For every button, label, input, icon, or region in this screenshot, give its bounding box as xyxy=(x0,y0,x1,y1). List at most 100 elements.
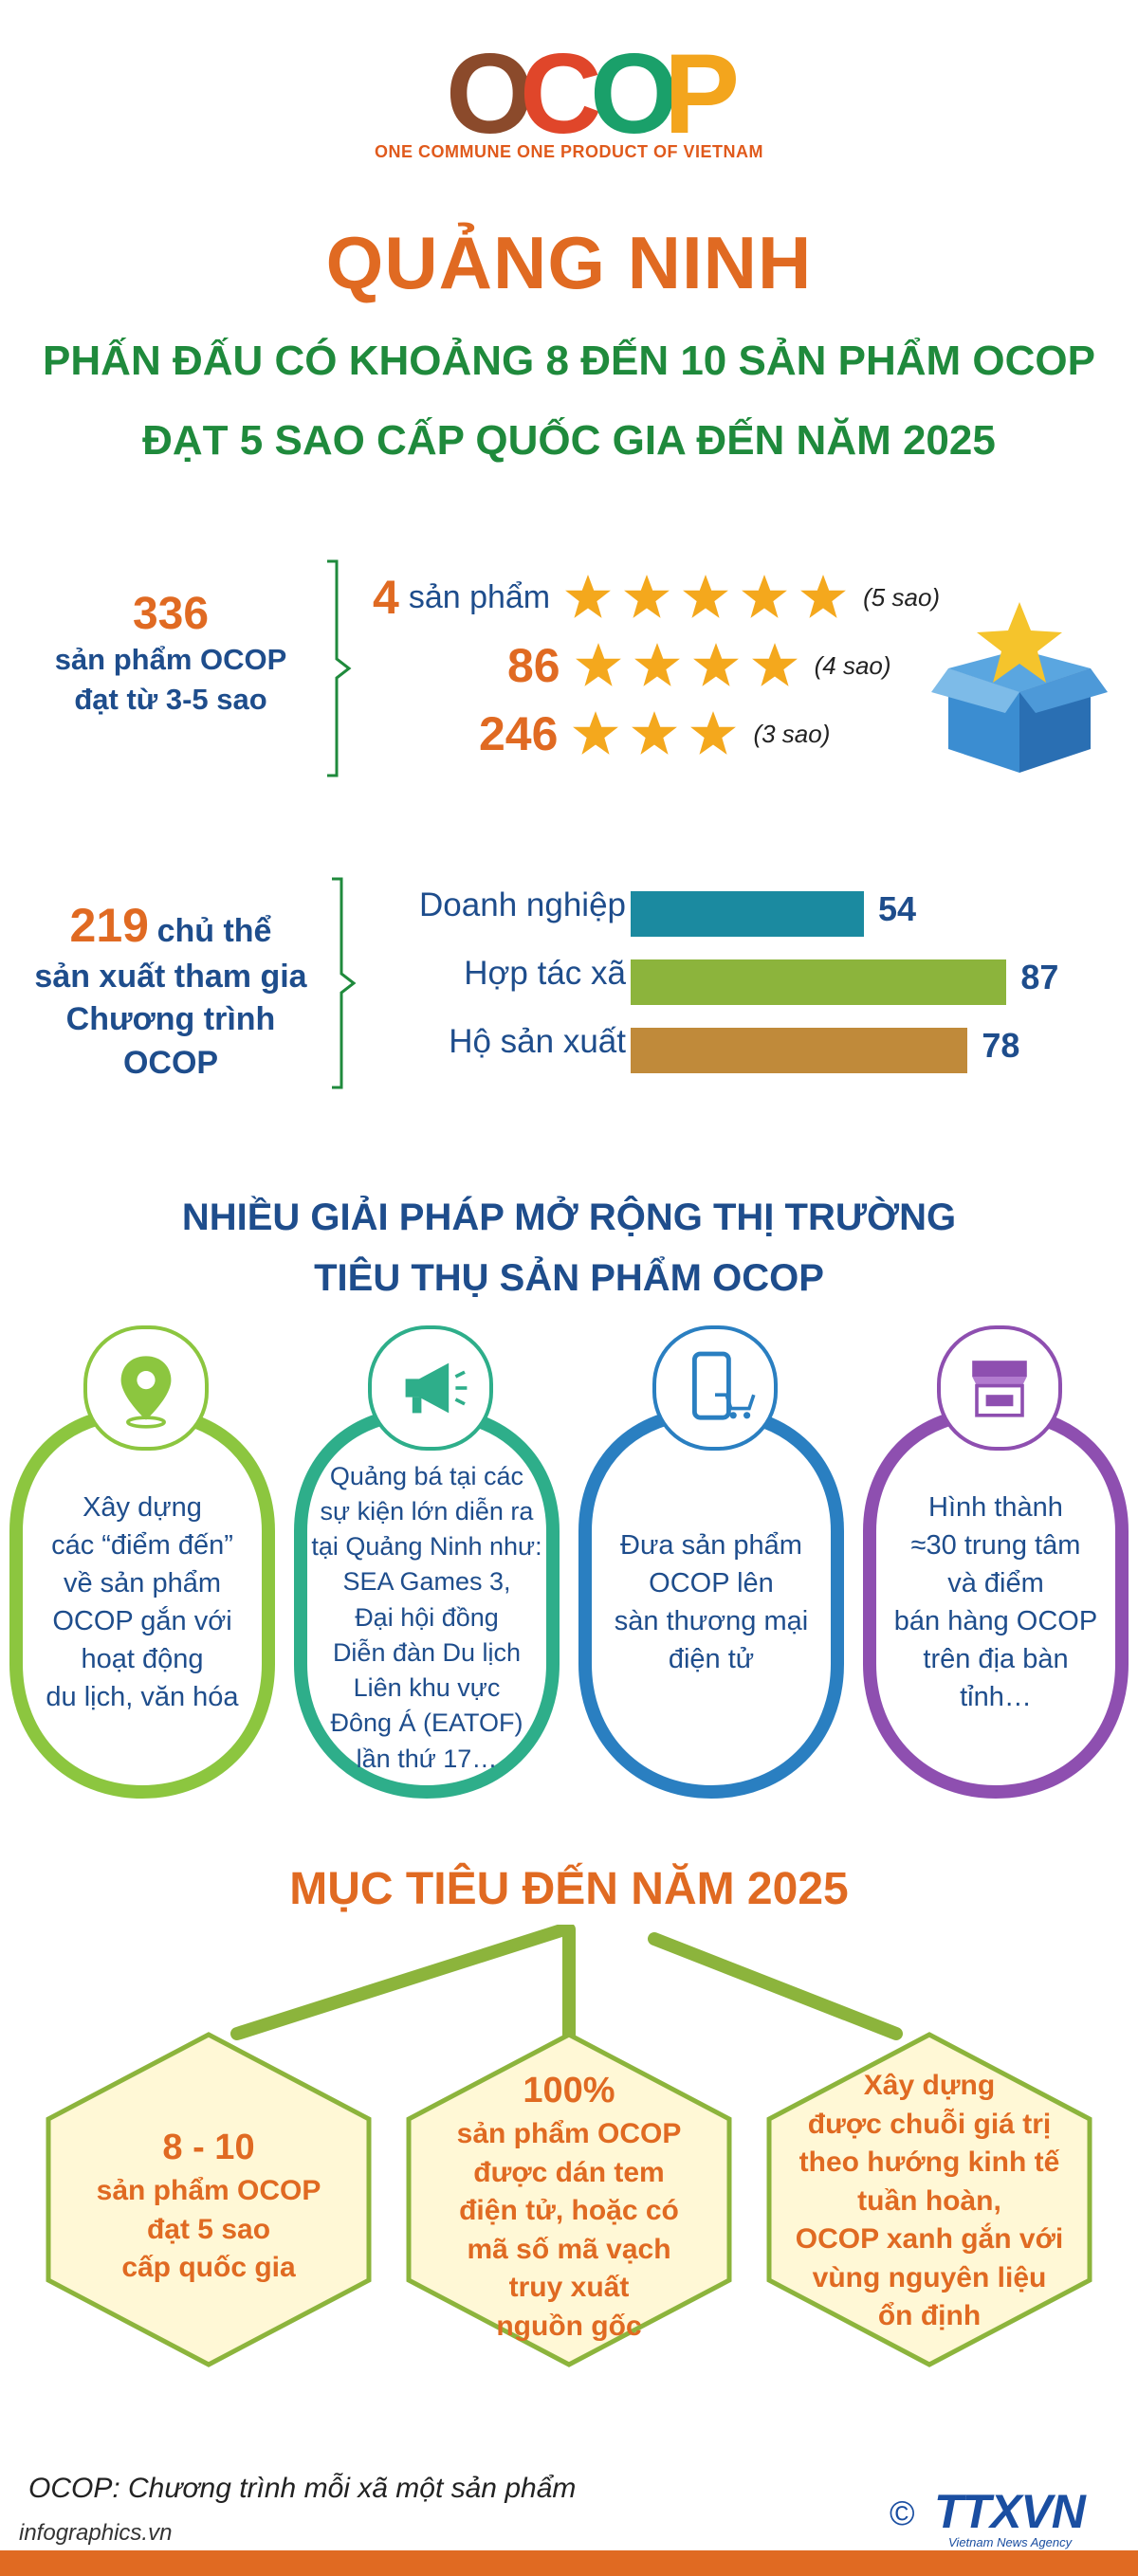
participants-block: 219 chủ thể sản xuất tham gia Chương trì… xyxy=(19,896,322,1086)
megaphone-icon xyxy=(405,1362,468,1414)
solution-ring xyxy=(863,1406,1129,1800)
goal-text-line: ổn định xyxy=(877,2300,982,2331)
participants-brace xyxy=(332,877,357,1089)
star-icon xyxy=(573,711,619,755)
goal-text-line: được chuỗi giá trị xyxy=(807,2108,1052,2140)
goal-text-line: điện tử, hoặc có xyxy=(459,2195,679,2227)
goal-text: Xây dựng được chuỗi giá trị theo hướng kin… xyxy=(787,2067,1072,2336)
star-icon xyxy=(624,575,670,618)
solution-ring xyxy=(294,1406,560,1800)
solution-text: Hình thành ≈30 trung tâm và điểm bán hàng O… xyxy=(872,1489,1119,1716)
goal-text-line: truy xuất xyxy=(508,2272,630,2304)
site-name[interactable]: infographics.vn xyxy=(19,2520,173,2546)
goal-text: 100% sản phẩm OCOP được dán tem điện tử, ho… xyxy=(427,2067,711,2346)
participants-desc-3: Chương trình xyxy=(65,1001,276,1038)
page-title: QUẢNG NINH xyxy=(325,221,813,304)
footnote: OCOP: Chương trình mỗi xã một sản phẩm xyxy=(28,2473,577,2504)
solution-text-line: sự kiện lớn diễn ra xyxy=(320,1496,534,1526)
rating-list: 4 sản phẩm (5 sao) 86 (4 sao) 246 (3 sao… xyxy=(365,569,972,762)
goal-hexagon xyxy=(766,2032,1092,2367)
goal-text-line: cấp quốc gia xyxy=(121,2252,296,2284)
copyright-symbol: © xyxy=(890,2494,915,2532)
participants-bar-chart: Doanh nghiệp 54 Hợp tác xã 87 Hộ sản xuất 78 xyxy=(313,882,1129,1081)
solution-text-line: OCOP gắn với xyxy=(52,1606,232,1637)
solutions-heading-2: TIÊU THỤ SẢN PHẨM OCOP xyxy=(314,1257,824,1299)
goal-text-line: mã số mã vạch xyxy=(467,2233,671,2265)
goals-heading: MỤC TIÊU ĐẾN NĂM 2025 xyxy=(289,1864,849,1914)
solution-text-line: sàn thương mại xyxy=(614,1606,809,1637)
rating-row-4: 86 (4 sao) xyxy=(365,637,972,694)
star-icon xyxy=(800,575,847,618)
goal-text-line: tuần hoàn, xyxy=(857,2184,1001,2217)
bar-value: 78 xyxy=(982,1026,1020,1065)
solution-text-line: Hình thành xyxy=(928,1492,1063,1523)
bar-label: Hộ sản xuất xyxy=(449,1023,626,1060)
products-total-block: 336 sản phẩm OCOP đạt từ 3-5 sao xyxy=(19,588,322,720)
solution-icon-badge xyxy=(83,1325,209,1451)
products-brace xyxy=(327,559,352,777)
rating-count: 86 xyxy=(507,639,560,692)
footer-bar xyxy=(0,2550,1138,2576)
solution-ring xyxy=(578,1406,844,1800)
brand-logo: TTXVN xyxy=(934,2485,1086,2538)
solution-text-line: Diễn đàn Du lịch xyxy=(332,1637,522,1667)
solution-text-line: tại Quảng Ninh như: xyxy=(311,1532,542,1561)
goal-text-line: đạt 5 sao xyxy=(146,2213,271,2245)
market-stall-icon xyxy=(972,1361,1027,1417)
rating-note: (4 sao) xyxy=(814,650,891,680)
goal-lead: 8 - 10 xyxy=(162,2128,255,2167)
solution-text-line: trên địa bàn xyxy=(923,1644,1069,1675)
goal-text-line: nguồn gốc xyxy=(496,2310,642,2342)
solution-ring xyxy=(9,1406,275,1800)
solution-text-line: hoạt động xyxy=(81,1644,204,1675)
products-total-desc-1: sản phẩm OCOP xyxy=(54,643,287,676)
logo-letter-o1: O xyxy=(446,38,534,142)
solution-text-line: điện tử xyxy=(668,1644,755,1675)
goal-text-line: vùng nguyên liệu xyxy=(812,2261,1047,2293)
goal-text-line: được dán tem xyxy=(473,2156,665,2188)
goal-text-line: sản phẩm OCOP xyxy=(96,2175,321,2207)
bar xyxy=(631,891,864,937)
goal-hexagon xyxy=(406,2032,732,2367)
goal-text-line: sản phẩm OCOP xyxy=(456,2118,682,2150)
rating-note: (3 sao) xyxy=(753,719,831,748)
rating-unit: sản phẩm xyxy=(408,578,551,615)
bar-value: 87 xyxy=(1020,958,1059,996)
location-pin-icon xyxy=(120,1356,172,1429)
logo-letter-p: P xyxy=(664,38,740,142)
goal-text-line: theo hướng kinh tế xyxy=(798,2147,1060,2178)
solution-text: Xây dựng các “điểm đến” về sản phẩm OCOP gắ… xyxy=(19,1489,266,1716)
rating-note: (5 sao) xyxy=(863,582,941,612)
goal-text-line: OCOP xanh gắn với xyxy=(795,2223,1064,2255)
solution-text: Đưa sản phẩm OCOP lên sàn thương mại điện t… xyxy=(588,1526,835,1678)
subtitle-line-1: PHẤN ĐẤU CÓ KHOẢNG 8 ĐẾN 10 SẢN PHẨM OCO… xyxy=(43,338,1095,384)
solution-text-line: về sản phẩm xyxy=(63,1568,222,1599)
star-icon xyxy=(575,643,621,686)
bar xyxy=(631,1028,968,1073)
logo-letter-c: C xyxy=(520,38,602,142)
solution-text-line: Đại hội đồng xyxy=(355,1602,499,1632)
star-icon xyxy=(632,711,678,755)
solution-text-line: Liên khu vực xyxy=(353,1673,501,1702)
gift-box-star-icon xyxy=(931,602,1108,773)
brand-subtitle: Vietnam News Agency xyxy=(948,2535,1073,2549)
rating-count: 246 xyxy=(479,707,559,760)
solution-text-line: tỉnh… xyxy=(960,1682,1032,1713)
logo-letter-o2: O xyxy=(590,38,678,142)
solution-text-line: bán hàng OCOP xyxy=(893,1606,1098,1637)
star-group xyxy=(563,573,857,622)
participants-total: 219 xyxy=(69,899,149,952)
star-icon xyxy=(683,575,729,618)
star-icon xyxy=(751,643,798,686)
goal-text-line: Xây dựng xyxy=(863,2070,996,2101)
solution-text-line: và điểm xyxy=(947,1568,1044,1599)
solution-text-line: các “điểm đến” xyxy=(51,1530,233,1562)
solution-text: Quảng bá tại các sự kiện lớn diễn ra tại Q… xyxy=(303,1459,550,1777)
products-total: 336 xyxy=(132,589,210,639)
bar-label: Hợp tác xã xyxy=(464,955,626,992)
solution-text-line: SEA Games 3, xyxy=(342,1567,511,1597)
star-icon xyxy=(690,711,737,755)
star-group xyxy=(574,641,809,690)
star-group xyxy=(571,709,747,758)
rating-row-5: 4 sản phẩm (5 sao) xyxy=(365,569,972,626)
